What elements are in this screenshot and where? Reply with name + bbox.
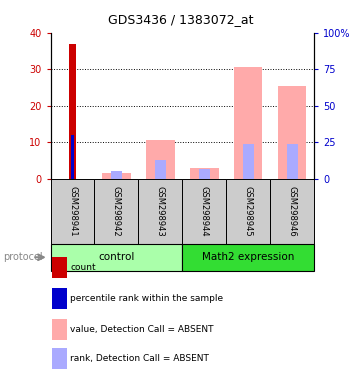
Bar: [95, 179, 138, 244]
Bar: [69, 44, 77, 179]
Text: count: count: [70, 263, 96, 272]
Bar: [234, 67, 262, 179]
Bar: [226, 179, 270, 244]
Text: GSM298943: GSM298943: [156, 186, 165, 237]
Bar: [190, 168, 218, 179]
Bar: [243, 144, 254, 179]
Bar: [102, 173, 131, 179]
Bar: [138, 179, 182, 244]
Bar: [146, 140, 175, 179]
Bar: [51, 244, 182, 271]
Bar: [182, 179, 226, 244]
Bar: [278, 86, 306, 179]
Text: value, Detection Call = ABSENT: value, Detection Call = ABSENT: [70, 325, 214, 334]
Bar: [287, 144, 297, 179]
Text: GDS3436 / 1383072_at: GDS3436 / 1383072_at: [108, 13, 253, 26]
Bar: [155, 161, 166, 179]
Bar: [111, 171, 122, 179]
Text: GSM298941: GSM298941: [68, 186, 77, 237]
Bar: [199, 169, 210, 179]
Text: GSM298944: GSM298944: [200, 186, 209, 237]
Text: rank, Detection Call = ABSENT: rank, Detection Call = ABSENT: [70, 354, 209, 362]
Bar: [182, 244, 314, 271]
Text: protocol: protocol: [4, 252, 43, 262]
Bar: [71, 135, 74, 179]
Bar: [51, 179, 95, 244]
Text: Math2 expression: Math2 expression: [202, 252, 294, 262]
Text: GSM298945: GSM298945: [244, 186, 253, 237]
Text: control: control: [98, 252, 135, 262]
Text: GSM298946: GSM298946: [288, 186, 297, 237]
Text: GSM298942: GSM298942: [112, 186, 121, 237]
Text: percentile rank within the sample: percentile rank within the sample: [70, 294, 223, 303]
Bar: [270, 179, 314, 244]
